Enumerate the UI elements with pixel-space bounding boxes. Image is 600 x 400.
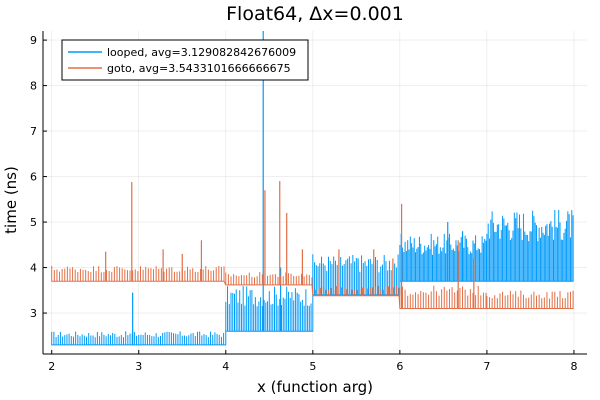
series-line xyxy=(51,265,574,310)
legend-label-looped: looped, avg=3.129082842676009 xyxy=(107,46,296,59)
y-tick-label: 9 xyxy=(30,34,37,47)
series-goto xyxy=(51,181,574,310)
x-axis-label: x (function arg) xyxy=(257,378,373,396)
x-tick-label: 3 xyxy=(135,360,142,373)
x-tick-label: 8 xyxy=(570,360,577,373)
y-tick-label: 3 xyxy=(30,307,37,320)
x-tick-label: 7 xyxy=(483,360,490,373)
y-axis-label: time (ns) xyxy=(2,166,20,234)
legend-label-goto: goto, avg=3.5433101666666675 xyxy=(107,62,291,75)
y-tick-label: 5 xyxy=(30,216,37,229)
x-tick-label: 2 xyxy=(48,360,55,373)
x-tick-label: 4 xyxy=(222,360,229,373)
y-tick-label: 7 xyxy=(30,125,37,138)
plot-area xyxy=(51,31,574,346)
chart-title: Float64, Δx=0.001 xyxy=(226,3,404,25)
x-tick-label: 6 xyxy=(396,360,403,373)
y-tick-label: 4 xyxy=(30,262,37,275)
grid xyxy=(43,31,587,354)
x-tick-label: 5 xyxy=(309,360,316,373)
y-tick-label: 8 xyxy=(30,80,37,93)
axes: 2 3 4 5 6 7 8 3 4 5 6 7 8 9 xyxy=(30,31,587,373)
legend: looped, avg=3.129082842676009 goto, avg=… xyxy=(61,39,309,81)
legend-box xyxy=(61,39,309,81)
series-looped xyxy=(51,31,574,346)
y-tick-label: 6 xyxy=(30,171,37,184)
